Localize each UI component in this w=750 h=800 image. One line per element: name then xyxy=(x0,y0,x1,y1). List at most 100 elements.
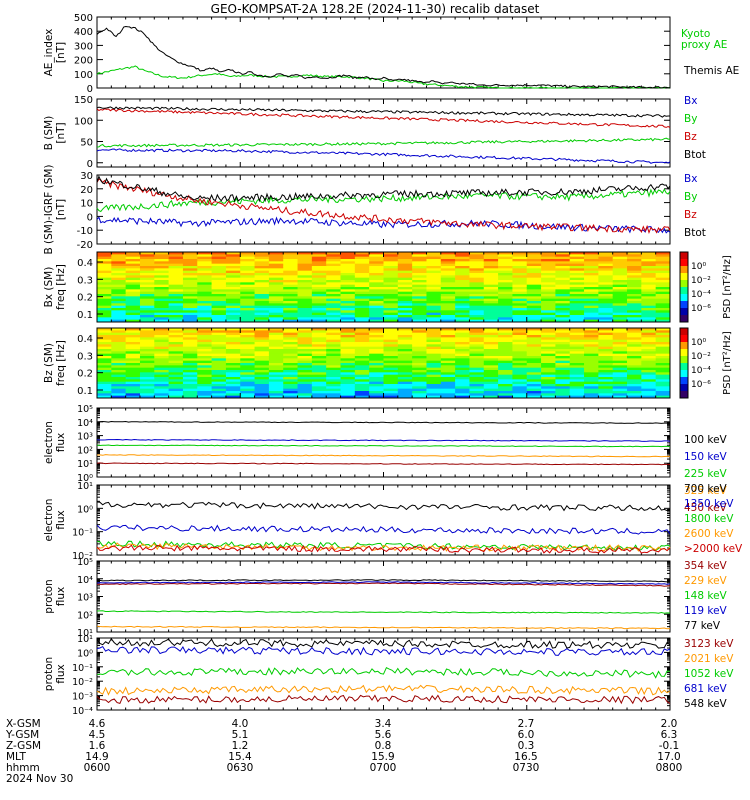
bz-spectrogram-cell xyxy=(369,356,384,359)
bz-spectrogram-colorbar-segment xyxy=(680,328,688,336)
bz-spectrogram-cell xyxy=(111,374,127,378)
bz-spectrogram-cell xyxy=(139,388,155,392)
bz-spectrogram-cell xyxy=(297,330,313,334)
bz-spectrogram-cell xyxy=(340,391,356,394)
bz-spectrogram-cell xyxy=(612,384,628,387)
bz-spectrogram-cell xyxy=(97,342,112,345)
bx-spectrogram-cell xyxy=(426,287,442,290)
bx-spectrogram-cell xyxy=(97,252,112,255)
bx-spectrogram-cell xyxy=(125,291,141,295)
bx-spectrogram-cell xyxy=(125,308,141,311)
electron-high-ytick-label: 10⁰ xyxy=(77,504,93,515)
bx-spectrogram-cell xyxy=(526,319,542,323)
electron-low-legend: 225 keV xyxy=(684,468,728,480)
bz-spectrogram-cell xyxy=(283,339,299,343)
bx-spectrogram-cell xyxy=(369,268,384,272)
bx-spectrogram-cell xyxy=(469,312,485,316)
bz-spectrogram-cell xyxy=(541,377,556,380)
bz-spectrogram-cell xyxy=(526,395,542,399)
bx-spectrogram-cell xyxy=(139,254,155,258)
bx-spectrogram-cell xyxy=(326,261,342,265)
footer-value: 1.2 xyxy=(232,740,249,752)
bz-spectrogram-cell xyxy=(111,395,127,399)
bx-spectrogram-cell xyxy=(197,284,213,288)
bx-spectrogram-cell xyxy=(111,280,127,283)
bx-spectrogram-cell xyxy=(240,294,256,297)
bz-spectrogram-cell xyxy=(627,372,642,376)
bz-spectrogram-cell xyxy=(627,337,642,341)
bx-spectrogram-cell xyxy=(97,256,112,260)
bx-spectrogram-cell xyxy=(240,305,256,309)
bz-spectrogram-cell xyxy=(526,386,542,390)
bz-spectrogram-cell xyxy=(211,332,227,336)
bx-spectrogram-cell xyxy=(469,256,485,260)
bz-spectrogram-cell xyxy=(240,381,256,385)
bx-spectrogram-cell xyxy=(340,312,356,316)
bx-spectrogram-cell xyxy=(397,273,413,276)
bz-spectrogram-cell xyxy=(268,339,284,343)
bz-spectrogram-cell xyxy=(268,393,284,397)
bx-spectrogram-cell xyxy=(125,312,141,316)
bz-spectrogram-cell xyxy=(469,344,485,348)
bz-spectrogram-cell xyxy=(154,367,170,371)
bx-spectrogram-cell xyxy=(426,291,442,295)
bx-spectrogram-cell xyxy=(268,294,284,297)
bz-spectrogram-cell xyxy=(326,365,342,369)
bz-spectrogram-cell xyxy=(627,391,642,394)
bx-spectrogram-cell xyxy=(168,317,184,321)
bx-spectrogram-cell xyxy=(584,308,599,311)
bx-spectrogram-cell xyxy=(354,287,370,290)
footer-value: 17.0 xyxy=(657,751,680,763)
bx-spectrogram-cell xyxy=(569,296,585,300)
bx-spectrogram-cell xyxy=(154,282,170,286)
ae-ytick-label: 300 xyxy=(74,41,93,52)
bz-spectrogram-cell xyxy=(268,365,284,369)
bz-spectrogram-cell xyxy=(469,388,485,392)
bx-spectrogram-cell xyxy=(483,301,499,304)
bx-spectrogram-colorbar-tick: 10⁻⁶ xyxy=(691,304,711,314)
bx-spectrogram-cell xyxy=(584,259,599,262)
bz-spectrogram-cell xyxy=(641,356,657,359)
bz-spectrogram-cell xyxy=(211,370,227,373)
bx-spectrogram-cell xyxy=(311,275,327,279)
bx-spectrogram-cell xyxy=(455,261,470,265)
bx-spectrogram-cell xyxy=(569,273,585,276)
bsm-legend: By xyxy=(684,113,697,125)
bx-spectrogram-cell xyxy=(569,294,585,297)
bx-spectrogram-colorbar-tick: 10⁻⁴ xyxy=(691,290,711,300)
bx-spectrogram-cell xyxy=(569,287,585,290)
bx-spectrogram-cell xyxy=(211,319,227,323)
bz-spectrogram-cell xyxy=(498,395,513,399)
bx-spectrogram-cell xyxy=(197,319,213,323)
bx-spectrogram-cell xyxy=(225,252,241,255)
bz-spectrogram-cell xyxy=(612,395,628,399)
bx-spectrogram-cell xyxy=(254,312,270,316)
bz-spectrogram-cell xyxy=(483,377,499,380)
bz-spectrogram-cell xyxy=(211,391,227,394)
bz-spectrogram-cell xyxy=(111,363,127,366)
bx-spectrogram-cell xyxy=(440,303,456,307)
bz-spectrogram-cell xyxy=(541,337,556,341)
bz-spectrogram-cell xyxy=(598,391,614,394)
bz-spectrogram-cell xyxy=(340,353,356,357)
bigrf-legend: Btot xyxy=(684,227,706,239)
bx-spectrogram-cell xyxy=(340,256,356,260)
bz-spectrogram-cell xyxy=(311,339,327,343)
bx-spectrogram-cell xyxy=(397,263,413,267)
bx-spectrogram-cell xyxy=(397,261,413,265)
bz-spectrogram-cell xyxy=(240,351,256,355)
bz-spectrogram-cell xyxy=(541,393,556,397)
bz-spectrogram-cell xyxy=(541,388,556,392)
bx-spectrogram-cell xyxy=(283,303,299,307)
bz-spectrogram-cell xyxy=(254,342,270,345)
bx-spectrogram-cell xyxy=(383,277,399,281)
bx-spectrogram-cell xyxy=(555,261,571,265)
bx-spectrogram-cell xyxy=(297,319,313,323)
bz-spectrogram-cell xyxy=(455,365,470,369)
bz-spectrogram-cell xyxy=(340,332,356,336)
bx-spectrogram-cell xyxy=(397,284,413,288)
bx-spectrogram-cell xyxy=(97,291,112,295)
bz-spectrogram-cell xyxy=(340,337,356,341)
bz-spectrogram-cell xyxy=(383,346,399,350)
bx-spectrogram-cell xyxy=(97,303,112,307)
